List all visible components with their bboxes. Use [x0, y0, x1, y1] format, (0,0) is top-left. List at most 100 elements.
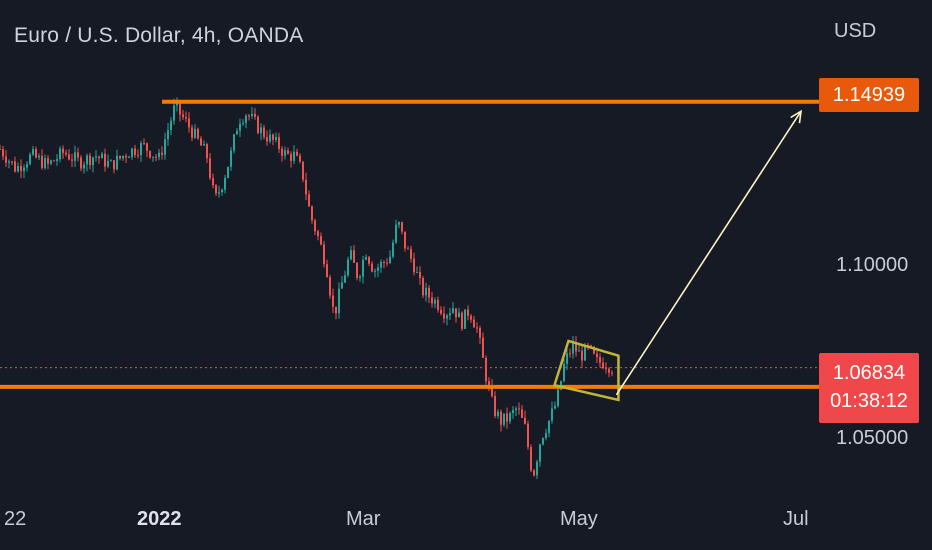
- candle-body: [101, 153, 103, 159]
- candle-body: [332, 295, 334, 307]
- current-price-value: 1.06834: [832, 362, 906, 384]
- candle-body: [215, 185, 217, 194]
- chart-title: Euro / U.S. Dollar, 4h, OANDA: [14, 24, 304, 47]
- candle-body: [62, 148, 64, 153]
- candle-body: [98, 156, 100, 159]
- candle-body: [416, 272, 418, 274]
- flag-pattern[interactable]: [552, 339, 620, 402]
- candle-body: [461, 312, 463, 329]
- candle-body: [536, 461, 538, 476]
- candle-body: [386, 262, 388, 264]
- candle-body: [305, 179, 307, 195]
- x-tick-label: 2022: [137, 508, 182, 530]
- candle-body: [350, 250, 352, 260]
- candle-body: [26, 164, 28, 168]
- candle-body: [530, 447, 532, 471]
- candle-body: [155, 156, 157, 158]
- candle-body: [83, 164, 85, 169]
- candle-body: [479, 327, 481, 338]
- candle-body: [383, 261, 385, 263]
- candle-body: [2, 149, 4, 157]
- candle-body: [311, 206, 313, 221]
- candle-body: [482, 337, 484, 358]
- candle-body: [506, 413, 508, 422]
- candle-body: [428, 287, 430, 298]
- candle-body: [116, 155, 118, 170]
- candle-body: [590, 345, 592, 347]
- candle-body: [188, 118, 190, 128]
- candle-body: [164, 139, 166, 155]
- candle-body: [500, 411, 502, 425]
- candle-body: [431, 297, 433, 304]
- candle-body: [485, 357, 487, 382]
- candle-body: [284, 150, 286, 156]
- candle-body: [47, 158, 49, 164]
- candle-body: [542, 438, 544, 445]
- candle-body: [398, 222, 400, 225]
- candle-body: [392, 242, 394, 257]
- candle-body: [239, 123, 241, 131]
- candle-body: [209, 158, 211, 178]
- candle-body: [449, 313, 451, 316]
- candle-body: [395, 224, 397, 243]
- candle-body: [374, 270, 376, 272]
- candle-body: [368, 257, 370, 264]
- candle-body: [596, 353, 598, 358]
- candle-body: [512, 410, 514, 413]
- candle-body: [260, 127, 262, 134]
- candle-body: [200, 138, 202, 146]
- candle-body: [146, 143, 148, 151]
- candle-body: [71, 159, 73, 161]
- candle-body: [455, 308, 457, 318]
- candle-body: [230, 150, 232, 167]
- candle-body: [551, 408, 553, 421]
- candle-body: [50, 160, 52, 164]
- projection-arrow[interactable]: [615, 110, 802, 396]
- candle-body: [314, 220, 316, 232]
- candle-body: [494, 396, 496, 416]
- candle-body: [527, 423, 529, 448]
- candle-body: [44, 158, 46, 169]
- candle-body: [119, 155, 121, 159]
- candle-body: [35, 149, 37, 158]
- candle-body: [23, 167, 25, 172]
- candle-body: [0, 148, 1, 150]
- candle-body: [128, 156, 130, 158]
- candle-body: [425, 287, 427, 296]
- candle-body: [236, 130, 238, 135]
- candle-body: [17, 166, 19, 172]
- candle-body: [563, 363, 565, 381]
- candle-body: [257, 116, 259, 134]
- candle-body: [419, 272, 421, 279]
- candle-body: [509, 412, 511, 422]
- candle-body: [575, 342, 577, 352]
- candle-body: [389, 256, 391, 264]
- candle-body: [476, 327, 478, 329]
- candle-body: [152, 156, 154, 158]
- candle-body: [572, 342, 574, 354]
- candle-body: [380, 261, 382, 268]
- current-price-badge: 1.06834 01:38:12: [819, 353, 919, 423]
- candle-body: [245, 115, 247, 123]
- candle-body: [473, 319, 475, 328]
- candle-body: [353, 250, 355, 263]
- candle-body: [503, 413, 505, 425]
- target-price-badge: 1.14939: [819, 78, 919, 112]
- candle-body: [344, 275, 346, 283]
- y-tick-label: 1.10000: [836, 254, 909, 276]
- candle-body: [317, 231, 319, 237]
- candle-body: [569, 353, 571, 355]
- candle-body: [272, 134, 274, 140]
- candle-body: [437, 299, 439, 310]
- y-tick-label: 1.05000: [836, 427, 909, 449]
- currency-label: USD: [834, 20, 877, 42]
- candle-body: [5, 156, 7, 163]
- candle-body: [131, 148, 133, 157]
- candle-body: [434, 299, 436, 304]
- candle-body: [359, 276, 361, 278]
- candle-body: [488, 381, 490, 386]
- candle-body: [11, 161, 13, 163]
- candle-body: [275, 136, 277, 140]
